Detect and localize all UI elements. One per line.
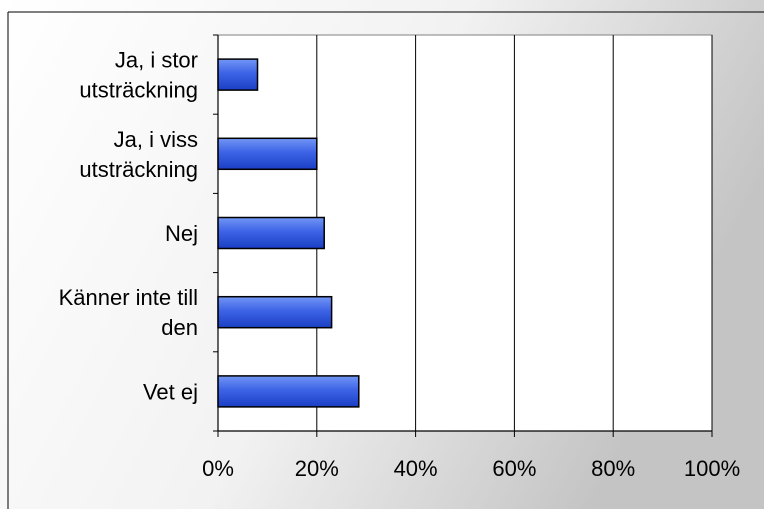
labels: 0% 20% 40% 60% 80% 100% Ja, i stor utsträckning… — [59, 48, 741, 481]
x-tick-label: 100% — [684, 456, 740, 481]
y-category-label: Ja, i stor utsträckning — [79, 48, 198, 103]
bar — [217, 295, 333, 329]
bar — [217, 137, 318, 171]
x-tick-label: 0% — [202, 456, 234, 481]
x-tick-label: 60% — [492, 456, 536, 481]
x-tick-label: 20% — [295, 456, 339, 481]
axes — [213, 34, 713, 437]
bar — [217, 58, 259, 91]
bars — [217, 58, 360, 408]
bar — [217, 375, 360, 408]
bar — [217, 216, 325, 250]
x-tick-label: 40% — [394, 456, 438, 481]
x-tick-label: 80% — [591, 456, 635, 481]
y-category-label: Nej — [165, 221, 198, 246]
y-category-label: Känner inte till den — [59, 285, 198, 340]
y-category-label: Ja, i viss utsträckning — [79, 127, 198, 182]
y-category-label: Vet ej — [143, 379, 198, 404]
